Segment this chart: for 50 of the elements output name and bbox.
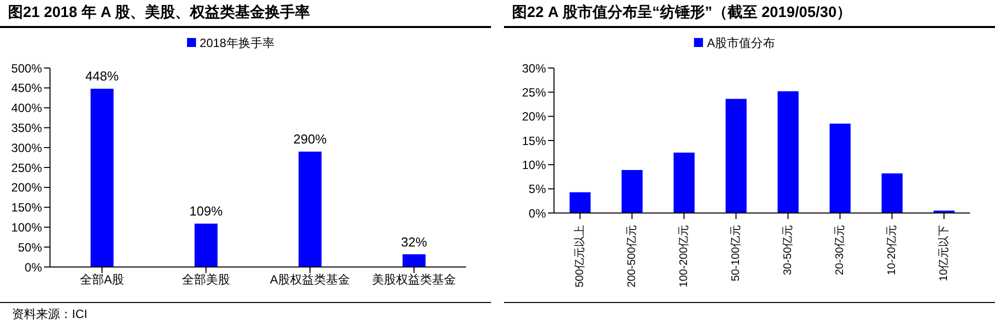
legend-label: 2018年换手率	[200, 36, 274, 50]
y-tick-label: 150%	[11, 200, 42, 215]
chart-title: 图21 2018 年 A 股、美股、权益类基金换手率	[0, 0, 491, 28]
x-tick-label: 30-50亿元	[782, 225, 794, 276]
data-label: 290%	[293, 132, 328, 147]
x-tick-label: 20-30亿元	[834, 225, 846, 276]
bar	[90, 88, 114, 267]
x-tick-label: 200-500亿元	[626, 225, 638, 288]
y-tick-label: 400%	[11, 101, 42, 116]
y-tick-label: 350%	[11, 120, 42, 135]
bar	[622, 170, 643, 213]
legend-label: A股市值分布	[706, 36, 775, 50]
y-tick-label: 50%	[18, 240, 42, 254]
bar	[674, 152, 695, 213]
y-tick-label: 450%	[11, 81, 42, 96]
x-tick-label: A股权益类基金	[270, 272, 350, 287]
x-tick-label: 500亿元以上	[573, 225, 586, 288]
y-tick-label: 250%	[11, 160, 42, 175]
x-tick-label: 10-20亿元	[886, 225, 898, 276]
x-tick-label: 10亿元以下	[937, 225, 950, 282]
y-tick-label: 25%	[522, 85, 546, 100]
text: 资料来源：ICI	[12, 307, 88, 321]
bar	[778, 91, 799, 213]
bar	[882, 173, 903, 213]
bar	[402, 254, 426, 267]
y-tick-label: 300%	[11, 140, 42, 155]
y-tick-label: 100%	[11, 220, 42, 234]
x-tick-label: 全部美股	[182, 272, 230, 287]
y-tick-label: 0%	[528, 206, 546, 220]
bar	[298, 152, 322, 267]
y-tick-label: 5%	[528, 182, 546, 196]
x-tick-label: 美股权益类基金	[372, 272, 456, 287]
y-tick-label: 15%	[522, 134, 546, 148]
bar	[830, 124, 851, 213]
y-tick-label: 30%	[522, 61, 546, 76]
chart-title: 图22 A 股市值分布呈“纺锤形”（截至 2019/05/30）	[504, 0, 995, 28]
y-tick-label: 200%	[11, 180, 42, 195]
y-tick-label: 500%	[11, 61, 42, 76]
bar	[194, 224, 218, 267]
x-tick-label: 全部A股	[80, 272, 124, 287]
x-tick-label: 50-100亿元	[730, 225, 742, 282]
y-tick-label: 0%	[24, 260, 42, 274]
x-tick-label: 100-200亿元	[678, 225, 690, 288]
y-tick-label: 10%	[522, 158, 546, 172]
data-label: 109%	[189, 204, 224, 219]
data-label: 448%	[85, 68, 120, 84]
bar	[726, 98, 747, 213]
bar	[570, 192, 591, 213]
data-label: 32%	[401, 234, 428, 250]
y-tick-label: 20%	[522, 110, 546, 124]
